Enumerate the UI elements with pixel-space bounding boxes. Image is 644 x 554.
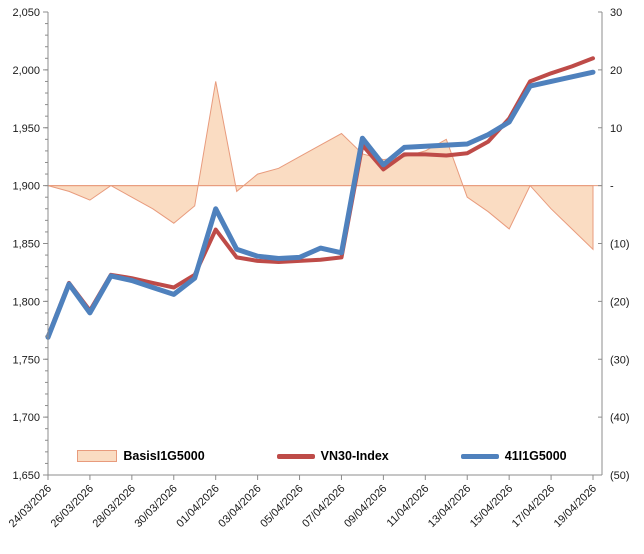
left-axis-tick-label: 1,800 <box>12 296 40 308</box>
legend-label-basis: BasisI1G5000 <box>123 449 205 463</box>
x-axis-tick-label: 01/04/2026 <box>174 483 221 530</box>
x-axis-tick-label: 07/04/2026 <box>300 483 347 530</box>
x-axis-tick-label: 15/04/2026 <box>468 483 515 530</box>
left-axis-tick-label: 1,700 <box>12 412 40 424</box>
left-axis-tick-label: 2,050 <box>12 7 40 19</box>
right-axis-tick-label: - <box>610 181 614 193</box>
right-axis-tick-label: 10 <box>610 123 622 135</box>
x-axis-tick-label: 09/04/2026 <box>342 483 389 530</box>
left-axis-tick-label: 1,950 <box>12 123 40 135</box>
x-axis-tick-label: 05/04/2026 <box>258 483 305 530</box>
blue-line-swatch-icon <box>460 453 499 459</box>
right-axis-tick-label: (20) <box>610 296 630 308</box>
right-axis-tick-label: (10) <box>610 239 630 251</box>
x-axis-tick-label: 03/04/2026 <box>216 483 263 530</box>
left-axis-tick-label: 1,900 <box>12 181 40 193</box>
left-axis-tick-label: 1,650 <box>12 470 40 482</box>
right-axis-tick-label: (50) <box>610 470 630 482</box>
legend-label-41i1g5000: 41I1G5000 <box>504 449 567 463</box>
x-axis-tick-label: 30/03/2026 <box>132 483 179 530</box>
x-axis-tick-label: 26/03/2026 <box>49 483 96 530</box>
right-axis-tick-label: (30) <box>610 354 630 366</box>
right-axis-tick-label: 30 <box>610 7 622 19</box>
legend-item-vn30: VN30-Index <box>276 449 389 463</box>
index-line-series <box>45 56 596 340</box>
legend-item-basis: BasisI1G5000 <box>77 449 205 463</box>
chart-legend: BasisI1G5000 VN30-Index 41I1G5000 <box>0 444 644 468</box>
area-swatch-icon <box>77 450 118 462</box>
right-axis-tick-label: (40) <box>610 412 630 424</box>
basis-area <box>47 81 594 251</box>
right-axis-tick-label: 20 <box>610 65 622 77</box>
legend-item-41i1g5000: 41I1G5000 <box>460 449 567 463</box>
x-axis-tick-label: 11/04/2026 <box>385 483 432 530</box>
axes <box>47 12 603 476</box>
legend-label-vn30: VN30-Index <box>320 449 389 463</box>
red-line-swatch-icon <box>276 453 315 459</box>
left-axis-tick-label: 1,750 <box>12 354 40 366</box>
left-axis-tick-label: 1,850 <box>12 239 40 251</box>
x-axis-tick-label: 19/04/2026 <box>552 483 599 530</box>
x-axis-tick-label: 24/03/2026 <box>7 483 54 530</box>
basis-area-series <box>47 81 602 251</box>
left-axis-tick-label: 2,000 <box>12 65 40 77</box>
x-axis-tick-label: 28/03/2026 <box>91 483 138 530</box>
41I1G5000-line <box>45 69 596 340</box>
axis-ticks <box>43 11 602 480</box>
x-axis-tick-label: 13/04/2026 <box>426 483 473 530</box>
x-axis-tick-label: 17/04/2026 <box>510 483 557 530</box>
